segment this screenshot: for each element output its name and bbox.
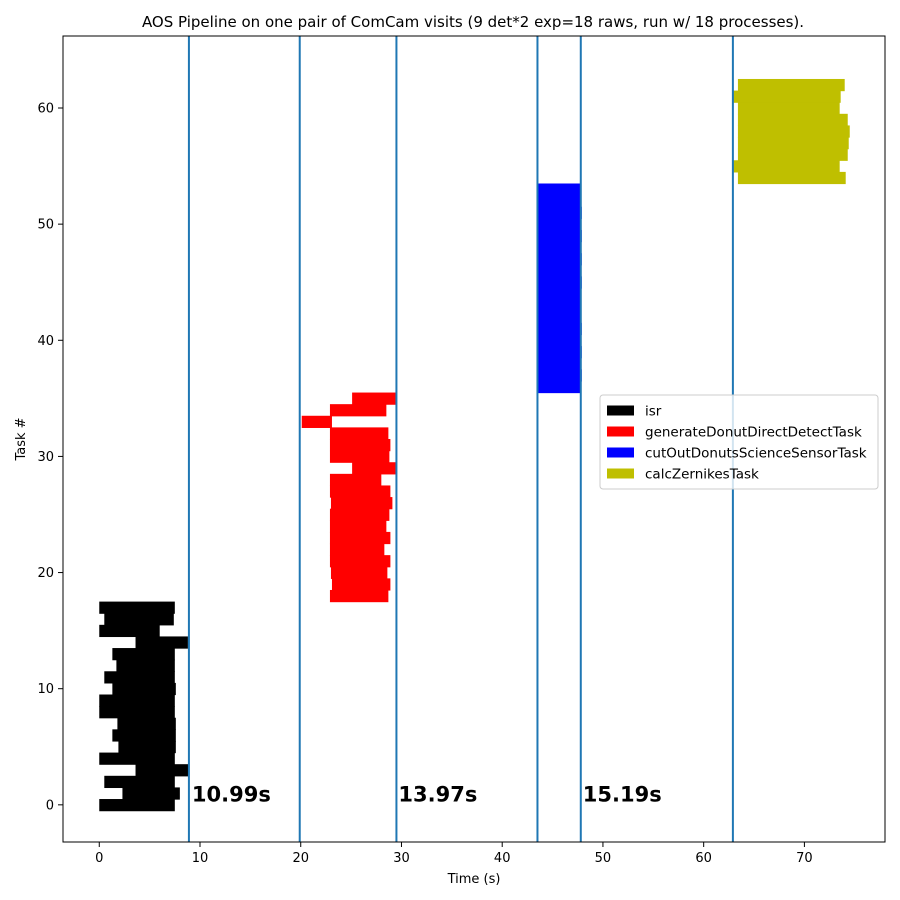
duration-annotation-2: 15.19s: [583, 782, 662, 806]
y-axis-label: Task #: [14, 417, 29, 461]
legend-label-0: isr: [645, 404, 662, 420]
x-tick-label-30: 30: [393, 851, 410, 866]
task-bar-2-36: [537, 380, 581, 394]
task-bar-2-41: [537, 322, 582, 336]
y-tick-label-60: 60: [37, 102, 54, 117]
task-bar-3-56: [737, 148, 848, 161]
task-bar-0-9: [99, 694, 175, 707]
legend-label-2: cutOutDonutsScienceSensorTask: [645, 446, 867, 462]
task-bar-0-6: [112, 729, 176, 742]
task-bar-0-13: [112, 648, 175, 661]
task-bar-0-12: [116, 659, 175, 672]
y-axis: 0 10 20 30 40 50 60: [37, 102, 63, 813]
task-bar-0-11: [104, 671, 175, 684]
y-tick-label-20: 20: [37, 566, 54, 581]
legend-swatch-1: [607, 426, 634, 437]
duration-annotation-1: 13.97s: [398, 782, 477, 806]
task-bar-2-50: [537, 218, 581, 231]
task-bar-2-43: [537, 299, 581, 312]
task-bar-2-48: [537, 241, 581, 254]
task-bar-1-25: [329, 508, 390, 521]
task-bar-3-57: [737, 137, 849, 150]
task-bar-0-15: [99, 624, 160, 638]
task-bar-2-53: [537, 183, 581, 196]
x-tick-label-20: 20: [292, 851, 309, 866]
task-bar-1-30: [329, 450, 390, 463]
task-bar-0-3: [135, 764, 189, 777]
duration-annotation-0: 10.99s: [192, 782, 271, 806]
plot-area: 10.99s 13.97s 15.19s: [99, 36, 850, 842]
task-bar-1-33: [301, 415, 332, 428]
task-bar-2-47: [537, 253, 582, 266]
x-tick-label-10: 10: [192, 851, 209, 866]
y-tick-label-30: 30: [37, 450, 54, 465]
task-bar-0-7: [117, 717, 176, 730]
task-bar-0-17: [99, 601, 175, 614]
task-bar-1-28: [329, 473, 382, 487]
task-bar-0-10: [112, 682, 176, 696]
legend-label-3: calcZernikesTask: [645, 467, 759, 483]
task-bar-1-26: [330, 497, 393, 510]
axes-frame: [62, 35, 886, 843]
y-tick-label-40: 40: [37, 334, 54, 349]
x-tick-label-60: 60: [695, 851, 712, 866]
task-bar-2-38: [537, 357, 581, 370]
task-bar-3-59: [737, 113, 848, 127]
task-bar-1-31: [329, 439, 391, 452]
task-bar-1-18: [329, 589, 389, 603]
task-bar-0-4: [99, 752, 175, 765]
task-bar-2-45: [537, 276, 582, 289]
task-bar-2-52: [537, 195, 581, 208]
task-bar-1-35: [352, 392, 397, 405]
x-tick-label-50: 50: [595, 851, 612, 866]
task-bar-2-40: [537, 334, 581, 347]
task-bar-2-44: [537, 288, 581, 301]
task-bar-3-61: [732, 90, 841, 103]
task-bar-3-60: [737, 102, 840, 115]
y-tick-label-0: 0: [46, 798, 54, 813]
legend: isr generateDonutDirectDetectTask cutOutDo…: [599, 394, 879, 490]
task-bar-2-39: [537, 346, 582, 359]
task-bar-0-8: [99, 706, 175, 719]
task-bar-1-27: [329, 485, 391, 498]
legend-swatch-2: [607, 447, 634, 458]
task-bar-1-23: [329, 531, 391, 545]
task-bar-1-21: [329, 555, 391, 568]
task-bar-0-1: [122, 787, 180, 800]
task-bar-3-54: [737, 171, 846, 185]
task-bar-0-14: [135, 636, 188, 649]
task-bar-0-5: [118, 740, 176, 754]
task-bar-1-24: [329, 520, 387, 533]
task-bar-2-49: [537, 229, 582, 243]
task-bar-2-42: [537, 311, 581, 324]
x-axis: 0 10 20 30 40 50 60 70: [95, 842, 813, 866]
y-tick-label-10: 10: [37, 682, 54, 697]
task-bar-1-29: [352, 462, 397, 475]
task-bar-1-19: [331, 578, 391, 591]
task-bar-2-37: [537, 369, 582, 382]
chart-title: AOS Pipeline on one pair of ComCam visit…: [142, 13, 804, 31]
task-bar-3-58: [737, 125, 850, 138]
task-bar-0-0: [99, 799, 175, 812]
y-tick-label-50: 50: [37, 218, 54, 233]
task-bar-1-22: [329, 543, 385, 556]
task-bar-1-34: [329, 404, 387, 417]
x-tick-label-40: 40: [494, 851, 511, 866]
legend-swatch-0: [607, 405, 634, 416]
x-tick-label-0: 0: [95, 851, 103, 866]
legend-label-1: generateDonutDirectDetectTask: [645, 425, 862, 441]
legend-box: [599, 394, 879, 490]
task-bar-0-2: [104, 775, 175, 789]
task-bar-2-51: [537, 206, 582, 219]
task-bar-1-20: [330, 566, 388, 579]
task-bar-3-55: [732, 160, 840, 173]
task-bar-1-32: [329, 427, 389, 440]
legend-swatch-3: [607, 468, 634, 479]
task-bar-3-62: [737, 78, 845, 92]
x-axis-label: Time (s): [447, 872, 501, 887]
task-bar-2-46: [537, 264, 581, 278]
x-tick-label-70: 70: [796, 851, 813, 866]
task-bar-0-16: [104, 613, 174, 626]
